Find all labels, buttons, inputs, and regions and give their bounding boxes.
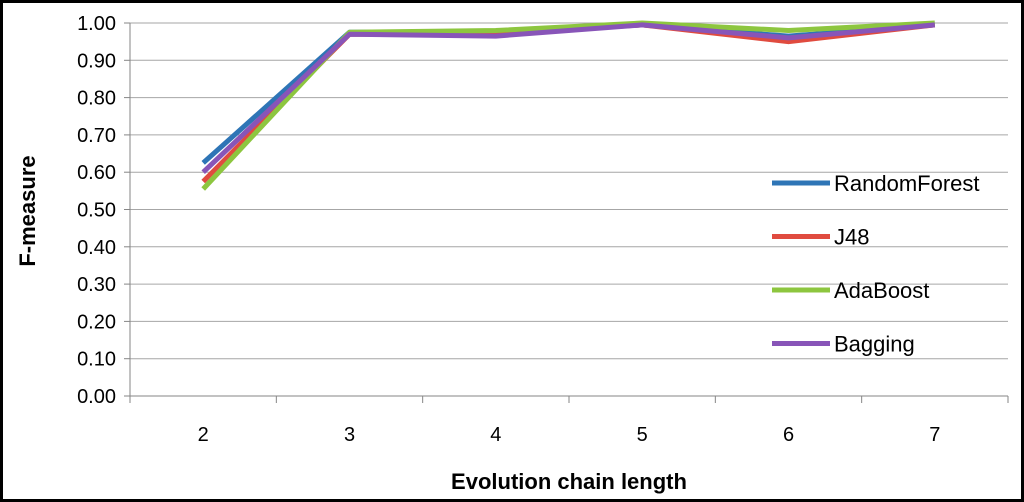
x-axis-title: Evolution chain length: [451, 469, 687, 494]
x-tick-label: 5: [637, 424, 648, 446]
x-tick-labels: 2 3 4 5 6 7: [198, 424, 941, 446]
line-chart: 0.00 0.10 0.20 0.30 0.40 0.50 0.60 0.70 0.80 0.90…: [15, 13, 1009, 494]
x-tick-label: 2: [198, 424, 209, 446]
y-tick-label: 0.00: [77, 386, 116, 408]
y-tick-label: 0.20: [77, 311, 116, 333]
legend: RandomForest J48 AdaBoost Bagging: [772, 171, 980, 357]
legend-label: RandomForest: [834, 171, 980, 196]
legend-label: Bagging: [834, 332, 915, 357]
y-tick-label: 0.10: [77, 349, 116, 371]
x-tick-label: 4: [490, 424, 501, 446]
x-tick-label: 7: [929, 424, 940, 446]
x-tick-label: 6: [783, 424, 794, 446]
y-tick-label: 0.80: [77, 88, 116, 110]
series-lines: [201, 20, 936, 191]
y-tick-label: 0.40: [77, 237, 116, 259]
series-line-j48: [201, 22, 936, 184]
gridlines: [130, 22, 1008, 360]
y-tick-label: 1.00: [77, 13, 116, 35]
x-tick-label: 3: [344, 424, 355, 446]
y-tick-labels: 0.00 0.10 0.20 0.30 0.40 0.50 0.60 0.70 0.80 0.90…: [77, 13, 116, 408]
y-tick-label: 0.70: [77, 125, 116, 147]
y-tick-label: 0.60: [77, 162, 116, 184]
series-line-randomforest: [201, 22, 935, 165]
y-tick-label: 0.90: [77, 50, 116, 72]
axes: [124, 22, 1009, 403]
legend-label: J48: [834, 225, 869, 250]
y-tick-label: 0.30: [77, 274, 116, 296]
y-tick-label: 0.50: [77, 200, 116, 222]
legend-label: AdaBoost: [834, 278, 929, 303]
y-axis-title: F-measure: [15, 155, 40, 266]
series-line-bagging: [201, 22, 936, 175]
series-line-adaboost: [201, 20, 935, 191]
